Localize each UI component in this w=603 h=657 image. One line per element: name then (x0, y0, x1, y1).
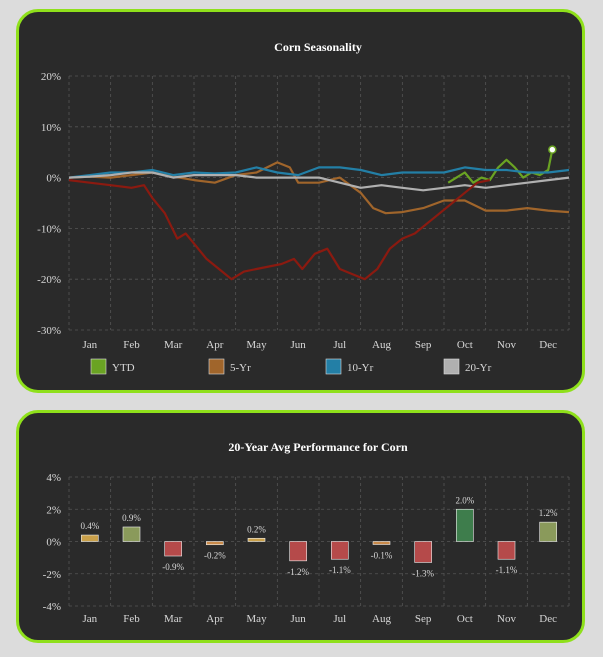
y-axis-ticks: 4% 2% 0% -2% -4% (43, 472, 61, 613)
grid (69, 76, 569, 330)
bar-value-label: 1.2% (539, 508, 558, 518)
series-line-4 (69, 180, 490, 279)
y-tick-label: -10% (37, 223, 61, 235)
legend: YTD 5-Yr 10-Yr 20-Yr (91, 359, 492, 374)
bar-value-label: -0.2% (204, 551, 226, 561)
x-tick-label: Oct (457, 339, 473, 351)
x-tick-label: Jun (291, 613, 307, 625)
bar-value-label: 0.4% (80, 521, 99, 531)
legend-label: 20-Yr (465, 362, 492, 374)
seasonality-chart: Corn Seasonality 20% 10% 0% -10% -20% -30% Ja… (19, 12, 582, 390)
legend-swatch (444, 359, 459, 374)
y-tick-label: 2% (46, 504, 61, 516)
y-tick-label: 4% (46, 472, 61, 484)
legend-swatch (91, 359, 106, 374)
bar-aug (373, 542, 390, 545)
x-tick-label: Jul (333, 339, 346, 351)
chart-title: Corn Seasonality (274, 40, 362, 54)
y-tick-label: -2% (43, 569, 61, 581)
legend-swatch (326, 359, 341, 374)
x-tick-label: Feb (123, 613, 140, 625)
bar-may (248, 538, 265, 541)
bar-jul (331, 542, 348, 560)
x-tick-label: Nov (497, 613, 516, 625)
x-tick-label: Apr (206, 613, 223, 625)
ytd-end-marker (549, 146, 556, 153)
x-tick-label: Jun (291, 339, 307, 351)
y-tick-label: -30% (37, 325, 61, 337)
x-tick-label: May (246, 613, 267, 625)
y-tick-label: -20% (37, 274, 61, 286)
x-tick-label: Sep (415, 339, 432, 351)
bar-value-label: 2.0% (455, 495, 474, 505)
bar-value-label: -1.1% (329, 565, 351, 575)
bar-nov (498, 542, 515, 560)
bar-sep (415, 542, 432, 563)
x-tick-label: Jul (333, 613, 346, 625)
x-axis-ticks: Jan Feb Mar Apr May Jun Jul Aug Sep Oct Nov Dec (82, 339, 557, 351)
y-tick-label: 0% (46, 173, 61, 185)
series-line-0 (448, 150, 552, 183)
bar-jun (290, 542, 307, 561)
x-tick-label: Mar (164, 339, 183, 351)
bar-value-label: -0.1% (371, 551, 393, 561)
legend-label: 10-Yr (347, 362, 374, 374)
x-tick-label: Jan (82, 339, 97, 351)
x-tick-label: May (246, 339, 267, 351)
bar-value-label: -1.3% (412, 568, 434, 578)
bar-value-label: -1.1% (496, 565, 518, 575)
bar-value-label: -1.2% (287, 567, 309, 577)
y-axis-ticks: 20% 10% 0% -10% -20% -30% (37, 71, 61, 337)
x-tick-label: Dec (539, 613, 557, 625)
chart-title: 20-Year Avg Performance for Corn (228, 440, 408, 454)
seasonality-panel: Corn Seasonality 20% 10% 0% -10% -20% -30% Ja… (16, 9, 585, 393)
legend-label: 5-Yr (230, 362, 251, 374)
y-tick-label: 0% (46, 537, 61, 549)
bar-jan (81, 535, 98, 541)
bar-value-label: 0.2% (247, 524, 266, 534)
bar-apr (206, 542, 223, 545)
bar-feb (123, 527, 140, 542)
avg-performance-panel: 20-Year Avg Performance for Corn 4% 2% 0% -… (16, 410, 585, 643)
y-tick-label: -4% (43, 601, 61, 613)
legend-swatch (209, 359, 224, 374)
x-tick-label: Jan (82, 613, 97, 625)
x-tick-label: Aug (372, 613, 391, 625)
y-tick-label: 20% (41, 71, 61, 83)
x-tick-label: Oct (457, 613, 473, 625)
bar-dec (540, 522, 557, 541)
bar-value-label: -0.9% (162, 562, 184, 572)
grid (69, 477, 569, 606)
x-tick-label: Nov (497, 339, 516, 351)
x-tick-label: Feb (123, 339, 140, 351)
y-tick-label: 10% (41, 122, 61, 134)
x-tick-label: Aug (372, 339, 391, 351)
x-tick-label: Apr (206, 339, 223, 351)
x-tick-label: Mar (164, 613, 183, 625)
bar-mar (165, 542, 182, 557)
x-tick-label: Sep (415, 613, 432, 625)
bar-oct (456, 509, 473, 541)
x-axis-ticks: Jan Feb Mar Apr May Jun Jul Aug Sep Oct Nov Dec (82, 613, 557, 625)
legend-label: YTD (112, 362, 135, 374)
avg-performance-chart: 20-Year Avg Performance for Corn 4% 2% 0% -… (19, 413, 582, 640)
x-tick-label: Dec (539, 339, 557, 351)
bar-value-label: 0.9% (122, 513, 141, 523)
